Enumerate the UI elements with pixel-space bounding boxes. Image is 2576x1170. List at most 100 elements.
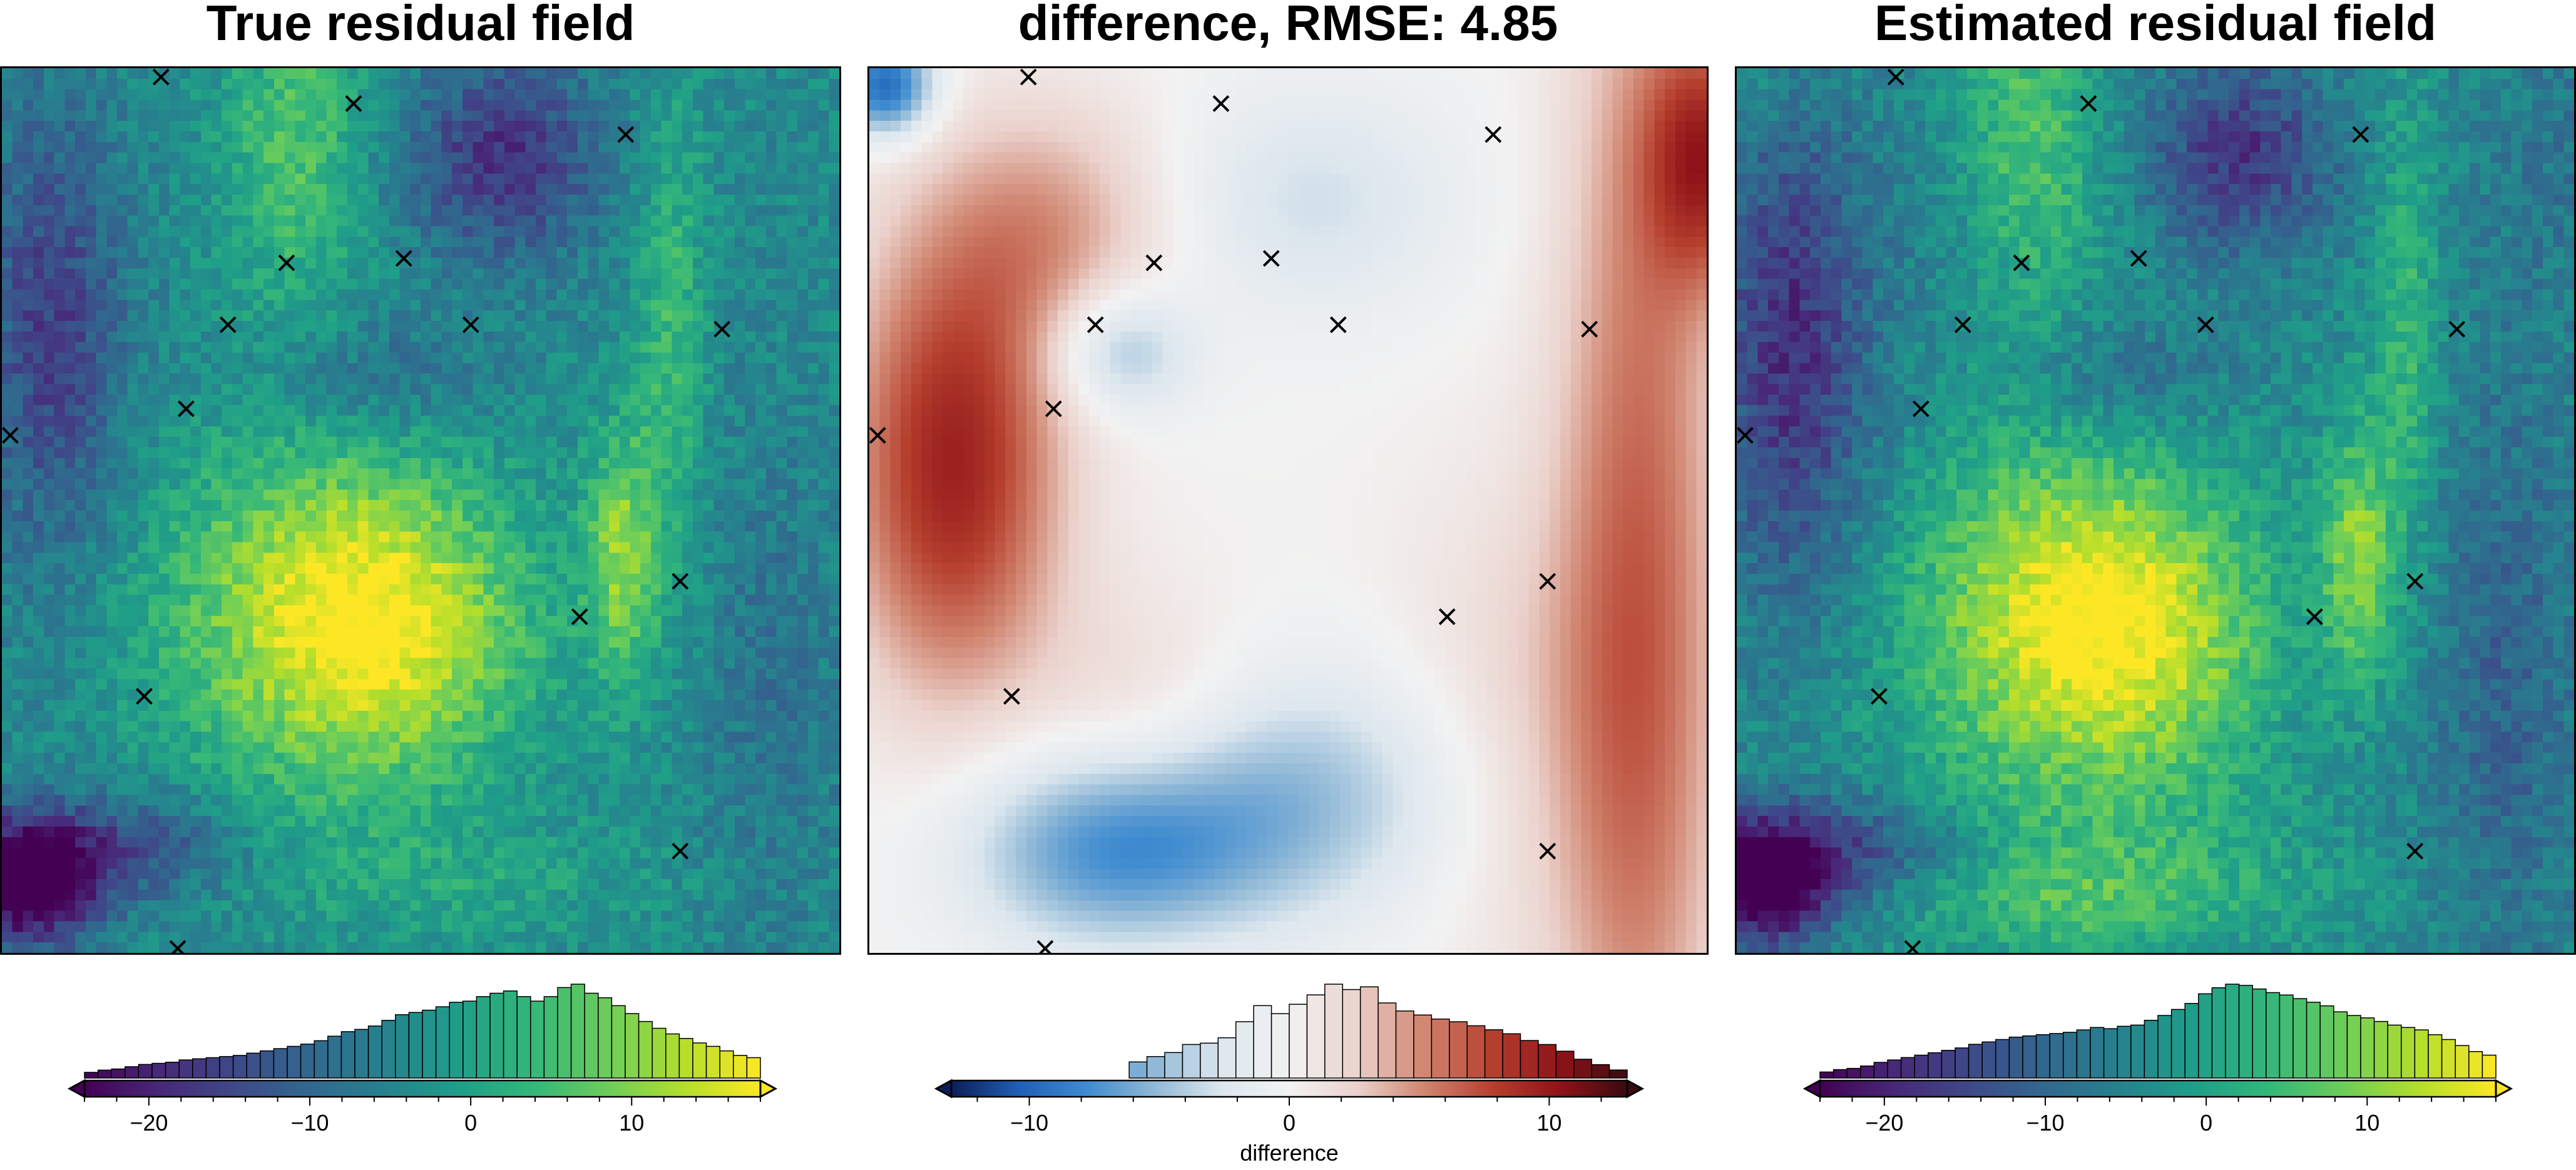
station-marker xyxy=(1020,68,1037,86)
histogram-bar xyxy=(2022,1035,2037,1079)
colorbar-label: difference xyxy=(1240,1140,1338,1166)
histogram-bar xyxy=(489,992,504,1079)
colorbar-max-triangle xyxy=(759,1079,778,1099)
station-marker xyxy=(2,427,19,444)
histogram-bar xyxy=(2387,1024,2402,1079)
histogram-bar xyxy=(1182,1044,1201,1079)
histogram-bar xyxy=(138,1064,153,1079)
colorbar-max-triangle xyxy=(2495,1079,2513,1099)
histogram-bar xyxy=(678,1037,693,1079)
station-marker xyxy=(1262,250,1280,267)
station-marker xyxy=(136,688,153,705)
station-marker xyxy=(1954,316,1971,333)
histogram-bar xyxy=(287,1045,302,1079)
histogram-bar xyxy=(314,1040,329,1079)
histogram-bar xyxy=(367,1025,382,1079)
colorbar-tick-label: −10 xyxy=(2026,1110,2064,1136)
histogram-bar xyxy=(705,1045,720,1079)
histogram-bar xyxy=(719,1050,734,1079)
heatmap-difference xyxy=(869,68,1707,953)
histogram-bar xyxy=(2157,1015,2172,1079)
histogram-bar xyxy=(1253,1005,1272,1079)
station-marker xyxy=(1003,688,1020,705)
colorbar-gradient xyxy=(1819,1079,2497,1098)
histogram-bar xyxy=(449,1002,464,1079)
histogram-bar xyxy=(1914,1054,1929,1079)
histogram-bar xyxy=(557,987,572,1079)
histogram-bar xyxy=(2184,1003,2199,1079)
histogram-bar xyxy=(2225,984,2240,1079)
histogram-bar xyxy=(2481,1054,2497,1079)
station-marker xyxy=(177,400,195,417)
colorbar-tick-label: 10 xyxy=(1536,1110,1561,1136)
panel-title-true-residual: True residual field xyxy=(206,0,635,51)
histogram-bar xyxy=(178,1059,193,1079)
histogram-bar xyxy=(1484,1029,1503,1079)
histogram-bar xyxy=(746,1057,761,1079)
colorbar-tick-label: −10 xyxy=(290,1110,329,1136)
colorbar-tick-label: 0 xyxy=(2200,1110,2212,1136)
histogram-bar xyxy=(1520,1040,1539,1079)
histogram-bar xyxy=(2319,1005,2334,1079)
histogram-bar xyxy=(273,1048,288,1079)
histogram-bar xyxy=(2198,993,2213,1079)
colorbar-tick-label: 0 xyxy=(464,1110,477,1136)
histogram-bar xyxy=(422,1009,437,1079)
heatmap-estimated-residual xyxy=(1737,68,2574,953)
histogram-bar xyxy=(1395,1010,1414,1079)
histogram-bar xyxy=(2117,1025,2132,1079)
station-marker xyxy=(1904,940,1921,953)
colorbar-estimated-residual: −20 −10 0 10 xyxy=(1802,984,2513,1136)
station-marker xyxy=(2197,316,2214,333)
colorbar-gradient xyxy=(950,1079,1628,1098)
histogram-bar xyxy=(1860,1066,1875,1079)
histogram-bar xyxy=(1449,1021,1468,1079)
station-marker xyxy=(2013,254,2030,272)
colorbar-difference: −10 0 10 difference xyxy=(934,984,1645,1166)
station-marker xyxy=(672,572,689,590)
histogram-bar xyxy=(205,1057,220,1079)
histogram-bar xyxy=(2428,1034,2443,1079)
histogram-bar xyxy=(1981,1041,1996,1079)
station-markers xyxy=(2,68,731,953)
histogram-bar xyxy=(2401,1027,2416,1079)
station-marker xyxy=(2306,608,2323,626)
station-marker xyxy=(1045,400,1062,417)
histogram-bar xyxy=(1342,989,1361,1079)
histogram-bar xyxy=(1887,1059,1902,1079)
station-marker xyxy=(345,95,362,112)
colorbar-gradient xyxy=(83,1079,762,1098)
histogram-bar xyxy=(1270,1013,1290,1079)
histogram-bar xyxy=(625,1013,640,1079)
histogram-bar xyxy=(2252,988,2267,1079)
station-marker xyxy=(617,126,635,143)
histogram-bar xyxy=(2333,1011,2348,1079)
histogram-bar xyxy=(733,1055,748,1079)
station-markers xyxy=(869,68,1598,953)
histogram-bar xyxy=(260,1050,275,1079)
histogram-bar xyxy=(2144,1019,2159,1079)
station-marker xyxy=(1086,316,1104,333)
histogram-bar xyxy=(340,1031,355,1079)
histogram-bar xyxy=(543,996,558,1079)
histogram-bar xyxy=(1928,1052,1943,1079)
station-marker xyxy=(2448,320,2466,338)
histogram-bar xyxy=(1431,1018,1450,1079)
histogram-bar xyxy=(1819,1071,1834,1079)
histogram-bar xyxy=(1900,1057,1915,1079)
station-markers xyxy=(1737,68,2466,953)
histogram-bar xyxy=(381,1020,396,1079)
histogram-bar xyxy=(638,1020,653,1079)
histogram-bar xyxy=(1164,1052,1183,1079)
histogram-bar xyxy=(1846,1067,1861,1079)
histogram-bar xyxy=(2238,985,2253,1079)
histogram-bar xyxy=(1832,1069,1848,1079)
station-marker xyxy=(278,254,295,272)
histogram-bar xyxy=(395,1014,410,1079)
histogram-bar xyxy=(2292,998,2308,1079)
histogram-bar xyxy=(1955,1047,1970,1079)
station-marker xyxy=(571,608,588,626)
histogram-bar xyxy=(692,1042,707,1079)
histogram-bar xyxy=(2373,1020,2388,1079)
station-marker xyxy=(1581,320,1598,338)
